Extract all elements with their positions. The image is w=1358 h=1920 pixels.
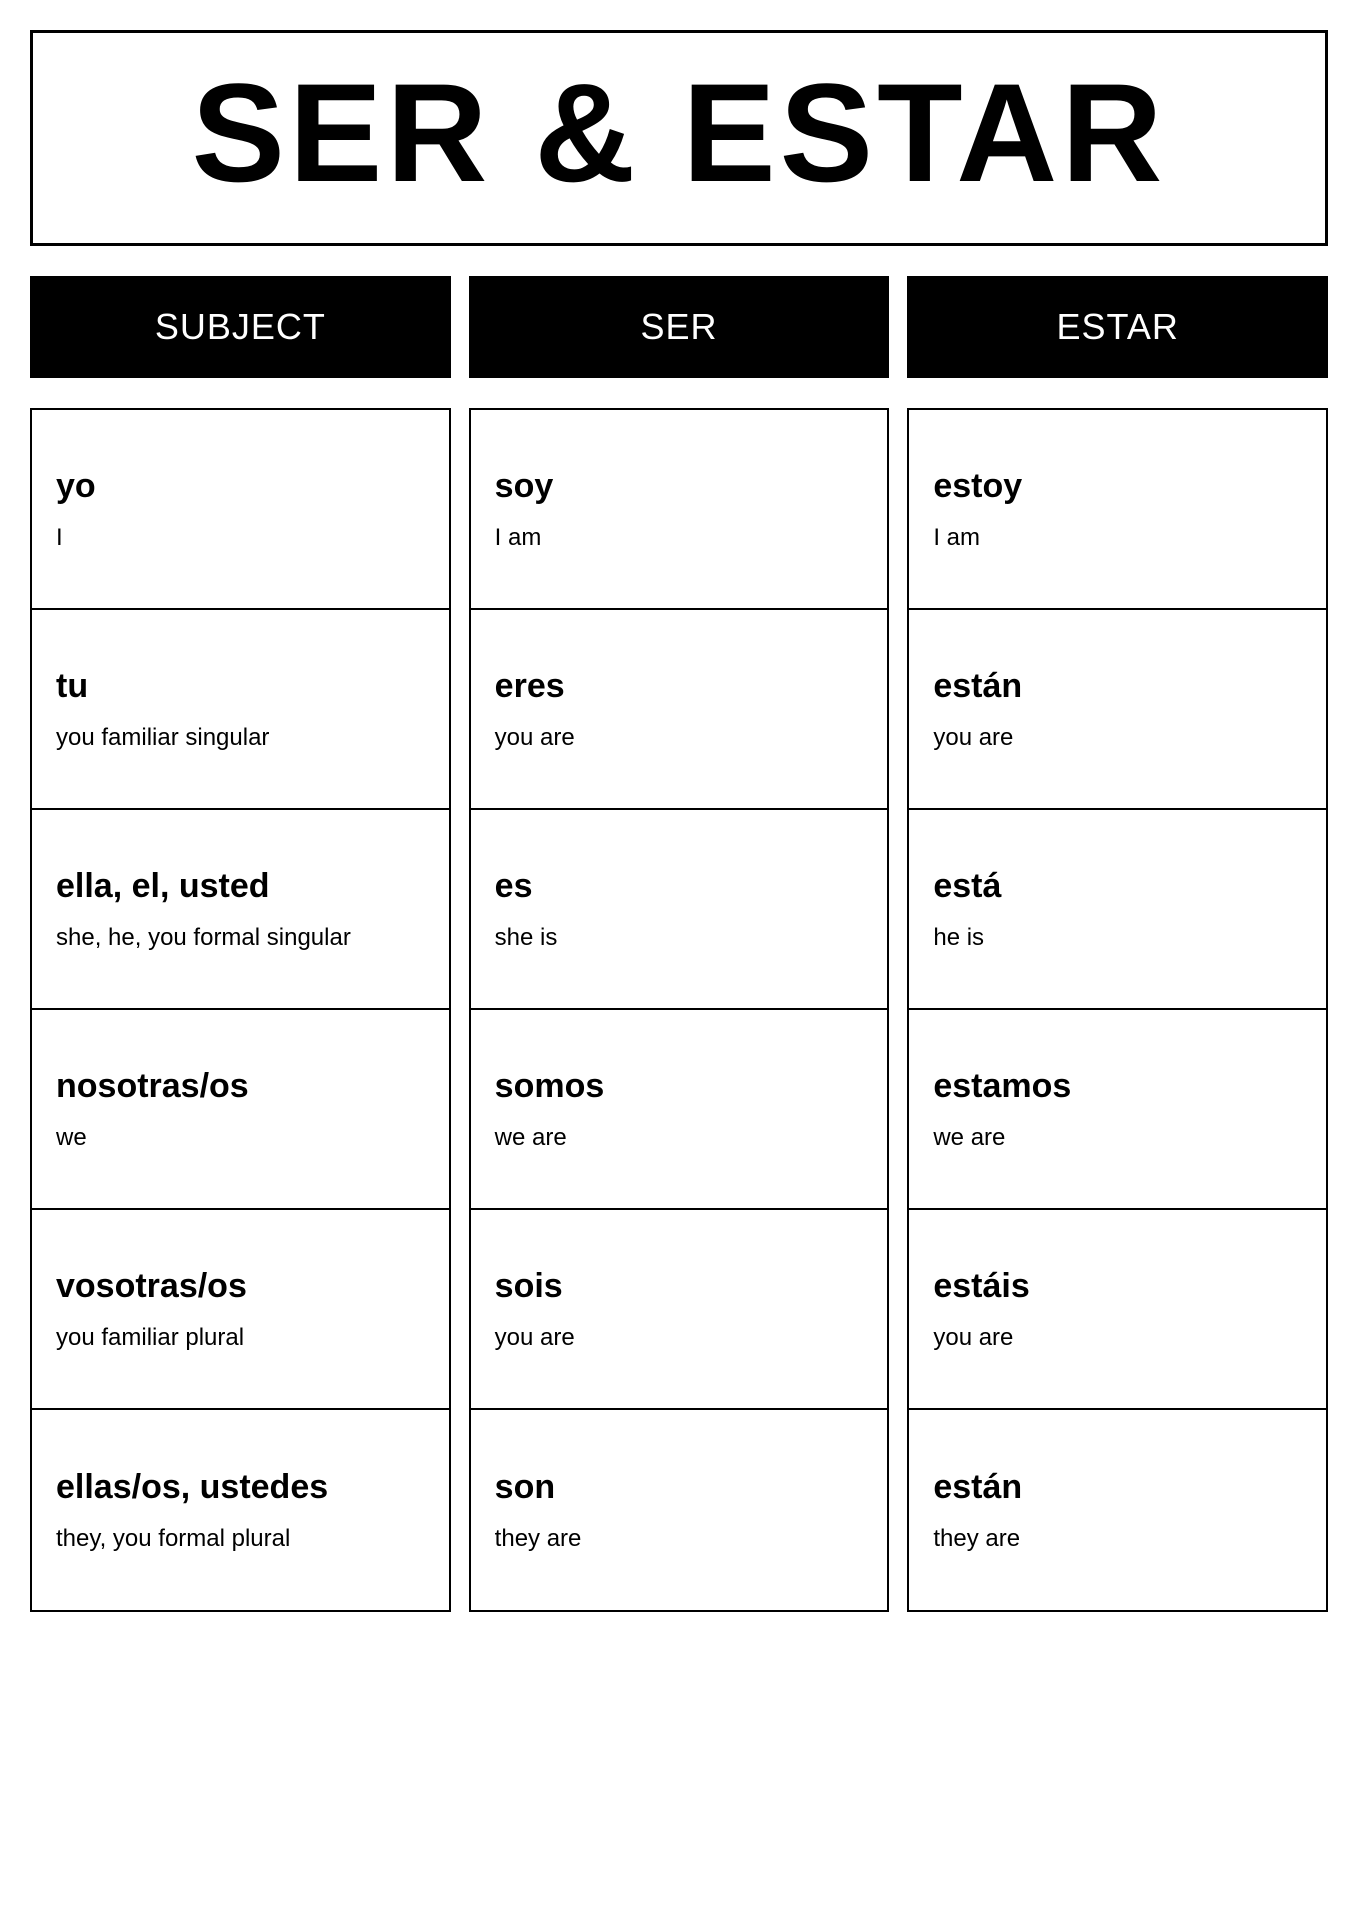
cell-estar-5: están they are [909, 1410, 1326, 1610]
cell-primary: son [495, 1468, 864, 1507]
column-estar: ESTAR estoy I am están you are está he i… [907, 276, 1328, 1612]
cell-primary: están [933, 667, 1302, 706]
cell-ser-3: somos we are [471, 1010, 888, 1210]
column-header-estar: ESTAR [907, 276, 1328, 378]
column-ser: SER soy I am eres you are es she is somo… [469, 276, 890, 1612]
cell-primary: están [933, 1468, 1302, 1507]
cell-ser-1: eres you are [471, 610, 888, 810]
cell-secondary: you are [933, 724, 1302, 752]
title-box: SER & ESTAR [30, 30, 1328, 246]
column-header-subject: SUBJECT [30, 276, 451, 378]
column-cells: estoy I am están you are está he is esta… [907, 408, 1328, 1612]
cell-primary: eres [495, 667, 864, 706]
cell-primary: ellas/os, ustedes [56, 1468, 425, 1507]
cell-secondary: they, you formal plural [56, 1525, 425, 1553]
conjugation-table: SUBJECT yo I tu you familiar singular el… [30, 276, 1328, 1612]
cell-primary: está [933, 867, 1302, 906]
cell-estar-0: estoy I am [909, 410, 1326, 610]
cell-estar-3: estamos we are [909, 1010, 1326, 1210]
cell-primary: somos [495, 1067, 864, 1106]
cell-primary: estoy [933, 467, 1302, 506]
cell-estar-4: estáis you are [909, 1210, 1326, 1410]
cell-secondary: you are [495, 724, 864, 752]
cell-secondary: I am [495, 524, 864, 552]
cell-estar-2: está he is [909, 810, 1326, 1010]
cell-primary: ella, el, usted [56, 867, 425, 906]
cell-secondary: you are [933, 1324, 1302, 1352]
cell-primary: nosotras/os [56, 1067, 425, 1106]
cell-secondary: we are [933, 1124, 1302, 1152]
cell-primary: tu [56, 667, 425, 706]
cell-subject-2: ella, el, usted she, he, you formal sing… [32, 810, 449, 1010]
cell-primary: soy [495, 467, 864, 506]
column-cells: soy I am eres you are es she is somos we… [469, 408, 890, 1612]
cell-subject-0: yo I [32, 410, 449, 610]
cell-primary: es [495, 867, 864, 906]
cell-secondary: we are [495, 1124, 864, 1152]
page-title: SER & ESTAR [53, 63, 1305, 203]
cell-subject-5: ellas/os, ustedes they, you formal plura… [32, 1410, 449, 1610]
cell-secondary: you familiar singular [56, 724, 425, 752]
cell-primary: estáis [933, 1267, 1302, 1306]
cell-primary: estamos [933, 1067, 1302, 1106]
cell-secondary: you are [495, 1324, 864, 1352]
cell-ser-2: es she is [471, 810, 888, 1010]
column-subject: SUBJECT yo I tu you familiar singular el… [30, 276, 451, 1612]
cell-primary: vosotras/os [56, 1267, 425, 1306]
cell-secondary: I [56, 524, 425, 552]
cell-secondary: she, he, you formal singular [56, 924, 425, 952]
cell-secondary: you familiar plural [56, 1324, 425, 1352]
cell-secondary: they are [933, 1525, 1302, 1553]
cell-ser-0: soy I am [471, 410, 888, 610]
cell-ser-5: son they are [471, 1410, 888, 1610]
cell-secondary: they are [495, 1525, 864, 1553]
cell-secondary: he is [933, 924, 1302, 952]
cell-estar-1: están you are [909, 610, 1326, 810]
cell-secondary: we [56, 1124, 425, 1152]
cell-subject-3: nosotras/os we [32, 1010, 449, 1210]
cell-subject-4: vosotras/os you familiar plural [32, 1210, 449, 1410]
cell-secondary: I am [933, 524, 1302, 552]
column-cells: yo I tu you familiar singular ella, el, … [30, 408, 451, 1612]
column-header-ser: SER [469, 276, 890, 378]
cell-ser-4: sois you are [471, 1210, 888, 1410]
cell-primary: yo [56, 467, 425, 506]
cell-primary: sois [495, 1267, 864, 1306]
cell-subject-1: tu you familiar singular [32, 610, 449, 810]
cell-secondary: she is [495, 924, 864, 952]
